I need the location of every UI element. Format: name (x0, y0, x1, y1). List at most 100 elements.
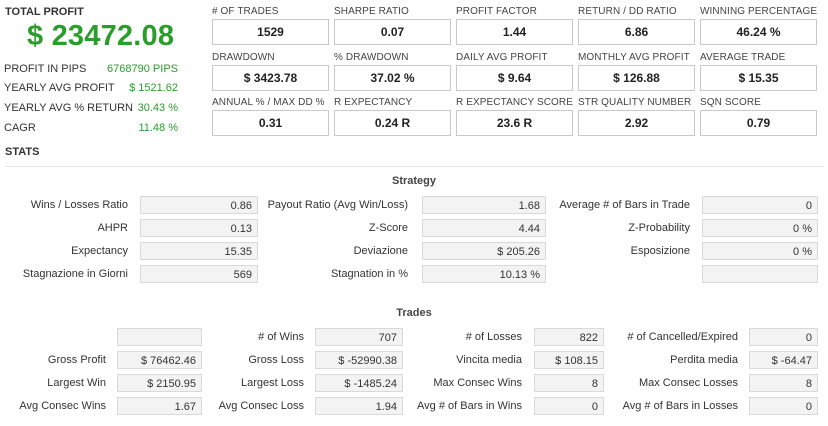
stat-value (702, 265, 818, 283)
stat-label: Expectancy (71, 245, 128, 257)
trade-value: $ 108.15 (534, 351, 604, 369)
metric-value: 0.07 (334, 19, 451, 45)
metric-value: 37.02 % (334, 65, 451, 91)
metric-card-drawdown: DRAWDOWN $ 3423.78 (212, 52, 329, 91)
trade-label: Gross Loss (248, 354, 304, 366)
stat-value: 0 (702, 196, 818, 214)
summary-label: PROFIT IN PIPS (4, 63, 87, 75)
metric-value: 23.6 R (456, 110, 573, 136)
summary-label: YEARLY AVG PROFIT (4, 82, 115, 94)
metric-value: 2.92 (578, 110, 695, 136)
metric-value: $ 15.35 (700, 65, 817, 91)
total-profit-value: $ 23472.08 (27, 20, 175, 52)
metric-card-sqn-score: SQN SCORE 0.79 (700, 97, 817, 136)
metric-label: # OF TRADES (212, 6, 279, 17)
stats-heading: STATS (5, 146, 40, 158)
summary-value: 30.43 % (137, 102, 178, 114)
stat-label: Stagnazione in Giorni (22, 268, 128, 280)
stat-value: 1.68 (422, 196, 546, 214)
stat-label (548, 264, 690, 284)
trade-label: Avg # of Bars in Wins (417, 400, 522, 412)
metric-label: MONTHLY AVG PROFIT (578, 52, 690, 63)
metric-card-sharpe-ratio: SHARPE RATIO 0.07 (334, 6, 451, 45)
summary-value: $ 1521.62 (129, 82, 178, 94)
stat-value: 0 % (702, 242, 818, 260)
metric-label: AVERAGE TRADE (700, 52, 786, 63)
summary-row-yearly-avg-profit: YEARLY AVG PROFIT $ 1521.62 (4, 81, 180, 95)
stat-label: Average # of Bars in Trade (559, 199, 690, 211)
metric-card-monthly-avg-profit: MONTHLY AVG PROFIT $ 126.88 (578, 52, 695, 91)
metric-label: RETURN / DD RATIO (578, 6, 677, 17)
metric-label: R EXPECTANCY (334, 97, 413, 108)
metric-card-average-trade: AVERAGE TRADE $ 15.35 (700, 52, 817, 91)
metric-card-profit-factor: PROFIT FACTOR 1.44 (456, 6, 573, 45)
metric-card-str-quality-number: STR QUALITY NUMBER 2.92 (578, 97, 695, 136)
metric-value: $ 9.64 (456, 65, 573, 91)
total-profit-label: TOTAL PROFIT (5, 6, 84, 18)
strategy-title: Strategy (391, 175, 437, 187)
trades-title: Trades (396, 307, 432, 319)
stat-value: 4.44 (422, 219, 546, 237)
metric-label: % DRAWDOWN (334, 52, 409, 63)
stat-value: 0.13 (140, 219, 258, 237)
metric-label: STR QUALITY NUMBER (578, 97, 692, 108)
metric-card-winning-percentage: WINNING PERCENTAGE 46.24 % (700, 6, 817, 45)
trade-value: $ -64.47 (749, 351, 818, 369)
metric-label: ANNUAL % / MAX DD % (212, 97, 325, 108)
metric-card-daily-avg-profit: DAILY AVG PROFIT $ 9.64 (456, 52, 573, 91)
metric-value: 46.24 % (700, 19, 817, 45)
metric-card-r-expectancy-score: R EXPECTANCY SCORE 23.6 R (456, 97, 573, 136)
trade-value: 707 (315, 328, 403, 346)
stat-label: Z-Score (368, 222, 408, 234)
trade-label: # of Wins (258, 331, 304, 343)
metric-card-r-expectancy: R EXPECTANCY 0.24 R (334, 97, 451, 136)
trade-label: Avg # of Bars in Losses (622, 400, 738, 412)
metric-card-percent-drawdown: % DRAWDOWN 37.02 % (334, 52, 451, 91)
stat-label: Deviazione (353, 245, 408, 257)
summary-value: 6768790 PIPS (107, 63, 178, 75)
metric-value: 6.86 (578, 19, 695, 45)
stat-value: 0 % (702, 219, 818, 237)
metric-value: $ 3423.78 (212, 65, 329, 91)
trade-label (0, 327, 106, 347)
metric-label: DAILY AVG PROFIT (456, 52, 548, 63)
stat-label: Payout Ratio (Avg Win/Loss) (267, 199, 408, 211)
metric-label: SQN SCORE (700, 97, 761, 108)
stat-value: 10.13 % (422, 265, 546, 283)
trade-value: 1.94 (315, 397, 403, 415)
metric-label: WINNING PERCENTAGE (700, 6, 818, 17)
metric-label: SHARPE RATIO (334, 6, 409, 17)
trade-value: 822 (534, 328, 604, 346)
trade-value: $ -52990.38 (315, 351, 403, 369)
trade-label: Largest Loss (241, 377, 304, 389)
trade-value: 8 (534, 374, 604, 392)
metric-value: 1529 (212, 19, 329, 45)
metric-card-return-dd-ratio: RETURN / DD RATIO 6.86 (578, 6, 695, 45)
stat-label: Wins / Losses Ratio (30, 199, 128, 211)
stat-value: 0.86 (140, 196, 258, 214)
stats-divider (5, 166, 824, 167)
trade-value: 0 (749, 328, 818, 346)
trade-label: Max Consec Wins (433, 377, 522, 389)
stat-label: Stagnation in % (330, 268, 408, 280)
summary-row-profit-pips: PROFIT IN PIPS 6768790 PIPS (4, 62, 180, 76)
metric-value: $ 126.88 (578, 65, 695, 91)
summary-label: YEARLY AVG % RETURN (4, 102, 133, 114)
trade-label: Perdita media (670, 354, 738, 366)
trade-value: 8 (749, 374, 818, 392)
trade-label: Vincita media (456, 354, 522, 366)
summary-row-cagr: CAGR 11.48 % (4, 121, 180, 135)
trade-value: $ -1485.24 (315, 374, 403, 392)
trade-value: $ 2150.95 (117, 374, 202, 392)
stat-label: Z-Probability (628, 222, 690, 234)
trade-label: # of Cancelled/Expired (627, 331, 738, 343)
metric-label: DRAWDOWN (212, 52, 275, 63)
trade-value: 0 (749, 397, 818, 415)
trade-label: Avg Consec Loss (218, 400, 304, 412)
metric-card-trades: # OF TRADES 1529 (212, 6, 329, 45)
stat-value: 569 (140, 265, 258, 283)
trade-value: 1.67 (117, 397, 202, 415)
metric-label: PROFIT FACTOR (456, 6, 537, 17)
stat-value: $ 205.26 (422, 242, 546, 260)
metric-value: 0.24 R (334, 110, 451, 136)
